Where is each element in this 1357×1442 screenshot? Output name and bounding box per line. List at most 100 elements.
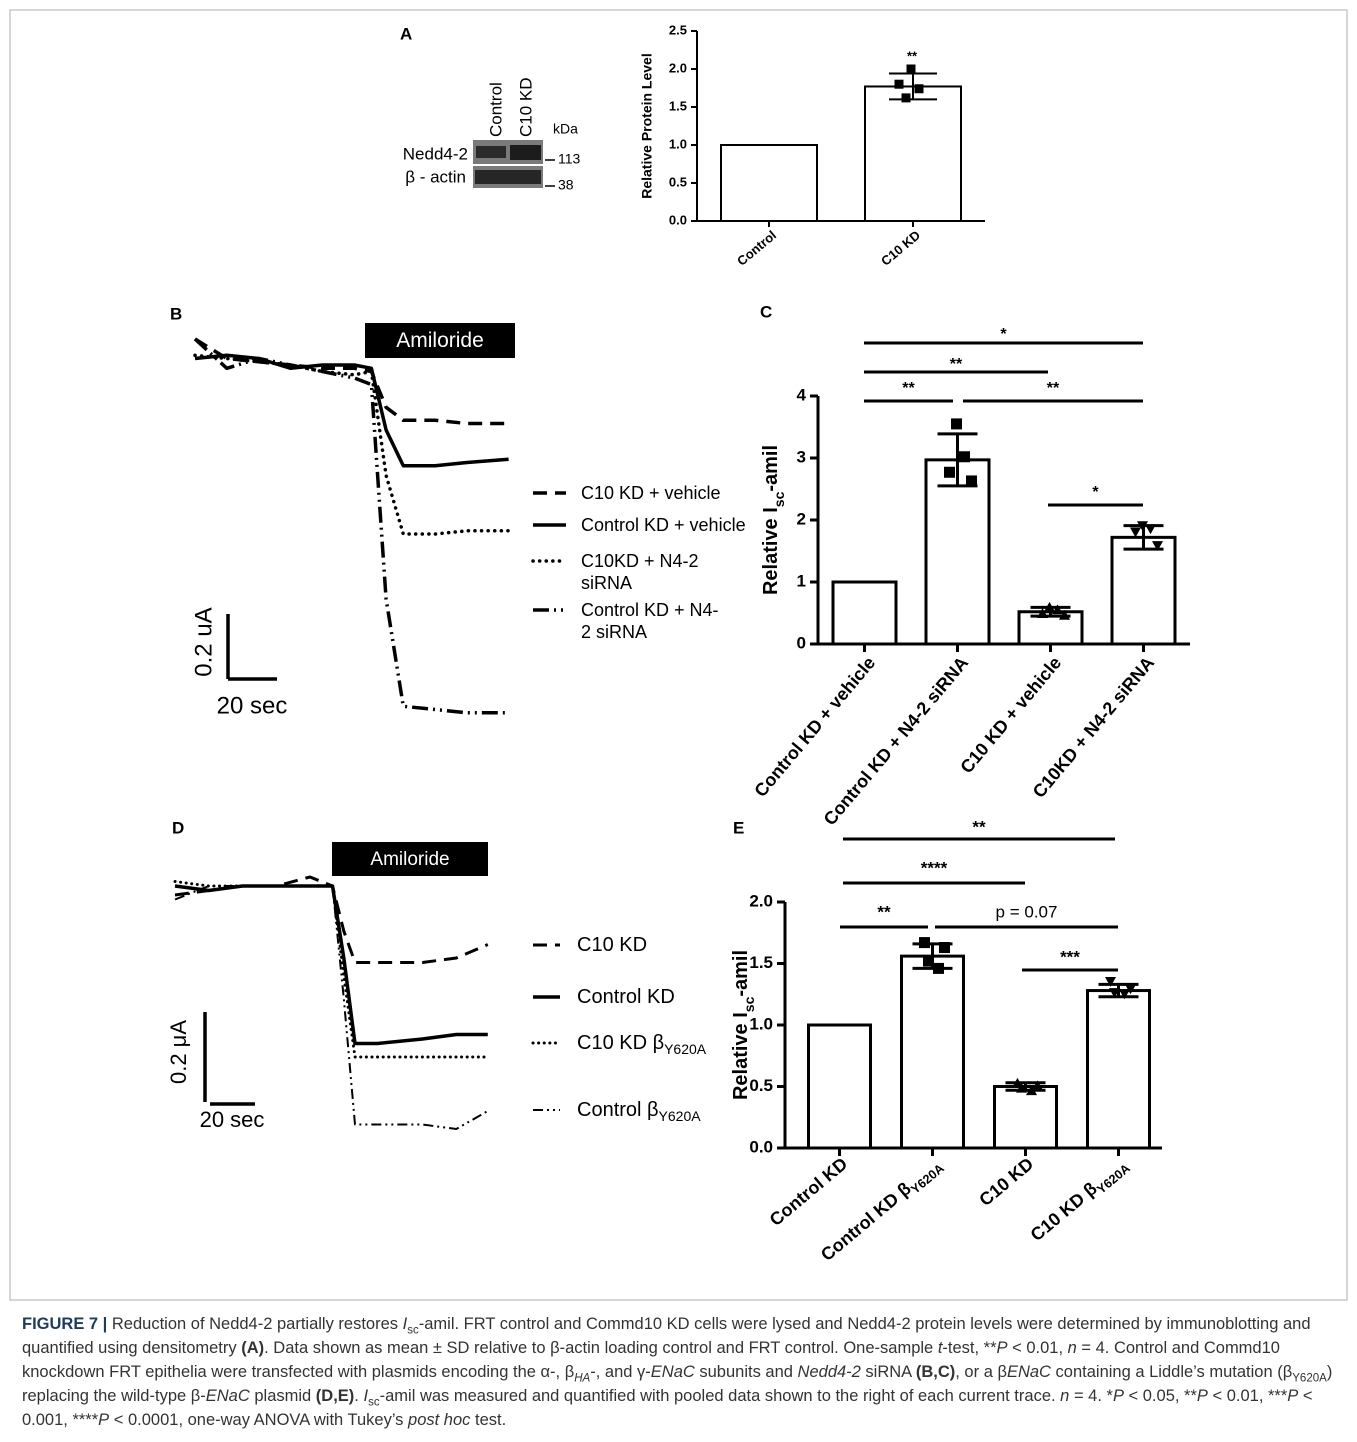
blot-band xyxy=(476,146,506,158)
text-run: Y620A xyxy=(1095,1161,1134,1196)
lane-label: Control xyxy=(486,82,505,137)
significance-label: ** xyxy=(972,817,986,836)
y-tick-label: 1.5 xyxy=(669,98,687,113)
caption-run: (A) xyxy=(241,1339,264,1357)
y-tick-label: 0.0 xyxy=(749,1137,773,1156)
significance-label: ** xyxy=(877,902,891,921)
bar xyxy=(1112,537,1175,644)
caption-run: (B,C) xyxy=(916,1363,955,1381)
data-point xyxy=(902,93,911,102)
legend-entry: Control βY620A xyxy=(577,1099,701,1121)
text-run: Control KD xyxy=(577,986,675,1008)
legend-entry: Control KD xyxy=(577,986,675,1008)
legend-entry: C10 KD xyxy=(577,934,647,956)
data-point xyxy=(919,937,930,948)
caption-run: . Data shown as mean ± SD relative to β-… xyxy=(264,1339,938,1357)
legend-entry: Control KD + N4-2 siRNA xyxy=(581,599,721,643)
unit-label: kDa xyxy=(553,121,578,137)
y-tick-label: 1 xyxy=(797,571,806,590)
significance-label: *** xyxy=(1060,947,1080,966)
text-run: sc xyxy=(771,491,787,507)
current-trace xyxy=(175,882,488,1058)
marker-label: 38 xyxy=(558,177,574,193)
significance-label: ** xyxy=(907,48,918,63)
data-point xyxy=(895,80,904,89)
current-trace xyxy=(195,355,509,466)
significance-label: **** xyxy=(921,858,948,877)
caption-run: sc xyxy=(407,1324,419,1336)
y-tick-label: 2.5 xyxy=(669,22,687,37)
text-run: Y620A xyxy=(664,1041,706,1057)
caption-run: n xyxy=(1060,1387,1069,1405)
western-blot: Control C10 KD kDa Nedd4-2 β - actin 113… xyxy=(403,77,581,192)
text-run: Relative I xyxy=(730,1012,752,1100)
caption-run: P xyxy=(98,1411,109,1429)
y-tick-label: 1.0 xyxy=(669,136,687,151)
text-run: Y620A xyxy=(659,1108,701,1124)
legend-entry: Control KD + vehicle xyxy=(581,514,746,536)
text-run: Y620A xyxy=(909,1161,948,1196)
panel-label: C xyxy=(760,302,772,321)
page: {"chart_data": [ {"panel": "A", "type": … xyxy=(0,0,1357,1442)
y-tick-label: 1.0 xyxy=(749,1014,773,1033)
bar xyxy=(926,460,989,644)
data-point xyxy=(966,475,977,486)
caption-run: Y620A xyxy=(1292,1372,1327,1384)
caption-run: FIGURE 7 | xyxy=(22,1315,107,1333)
y-tick-label: 0.5 xyxy=(749,1076,773,1095)
bar xyxy=(995,1087,1057,1149)
caption-run: n xyxy=(1068,1339,1077,1357)
caption-run: Nedd4-2 xyxy=(798,1363,861,1381)
caption: FIGURE 7 | Reduction of Nedd4-2 partiall… xyxy=(22,1312,1334,1432)
bar xyxy=(902,956,964,1148)
caption-run: P xyxy=(1287,1387,1298,1405)
text-run: -amil xyxy=(730,950,752,997)
data-point xyxy=(1052,604,1063,614)
significance-label: p = 0.07 xyxy=(996,902,1058,921)
bar xyxy=(865,86,961,221)
caption-run: ENaC xyxy=(651,1363,695,1381)
band-label: β - actin xyxy=(405,167,466,186)
text-run: C10 KD β xyxy=(1026,1178,1100,1245)
legend-entry: C10 KD βY620A xyxy=(577,1032,706,1054)
x-tick-label: C10 KD βY620A xyxy=(1026,1153,1133,1248)
current-trace xyxy=(195,339,509,713)
y-tick-label: 0.5 xyxy=(669,174,687,189)
bar xyxy=(809,1025,871,1148)
caption-run: -amil was measured and quantified with p… xyxy=(380,1387,1061,1405)
text-run: sc xyxy=(741,996,757,1012)
caption-run: HA xyxy=(574,1372,590,1384)
caption-run: P xyxy=(1113,1387,1124,1405)
bar xyxy=(833,582,896,644)
y-tick-label: 1.5 xyxy=(749,953,773,972)
caption-run: ENaC xyxy=(1007,1363,1051,1381)
lane-label: C10 KD xyxy=(516,77,535,137)
x-tick-label: C10 KD xyxy=(878,227,923,268)
scale-bar-y-label: 0.2 μA xyxy=(166,1020,191,1084)
y-tick-label: 2 xyxy=(797,509,806,528)
text-run: Control KD β xyxy=(817,1178,915,1265)
data-point xyxy=(915,84,924,93)
data-point xyxy=(959,451,970,462)
current-trace xyxy=(175,886,488,1044)
data-point xyxy=(907,65,916,74)
treatment-label: Amiloride xyxy=(396,329,484,352)
y-tick-label: 2.0 xyxy=(749,891,773,910)
text-run: C10 KD xyxy=(975,1153,1037,1209)
significance-label: * xyxy=(1092,484,1099,501)
significance-label: ** xyxy=(950,356,963,373)
data-point xyxy=(944,467,955,478)
caption-run: < 0.01, *** xyxy=(1208,1387,1287,1405)
caption-run: Reduction of Nedd4-2 partially restores xyxy=(107,1315,402,1333)
caption-run: , or a β xyxy=(955,1363,1007,1381)
x-tick-label: C10 KD xyxy=(975,1153,1037,1209)
significance-label: * xyxy=(1000,326,1007,343)
y-tick-label: 4 xyxy=(797,385,807,404)
band-label: Nedd4-2 xyxy=(403,144,468,163)
y-tick-label: 3 xyxy=(797,447,806,466)
y-tick-label: 0.0 xyxy=(669,212,687,227)
x-tick-label: C10 KD + vehicle xyxy=(956,653,1065,777)
y-tick-label: 2.0 xyxy=(669,60,687,75)
scale-bar-x-label: 20 sec xyxy=(200,1107,265,1132)
blot-band xyxy=(475,170,541,184)
